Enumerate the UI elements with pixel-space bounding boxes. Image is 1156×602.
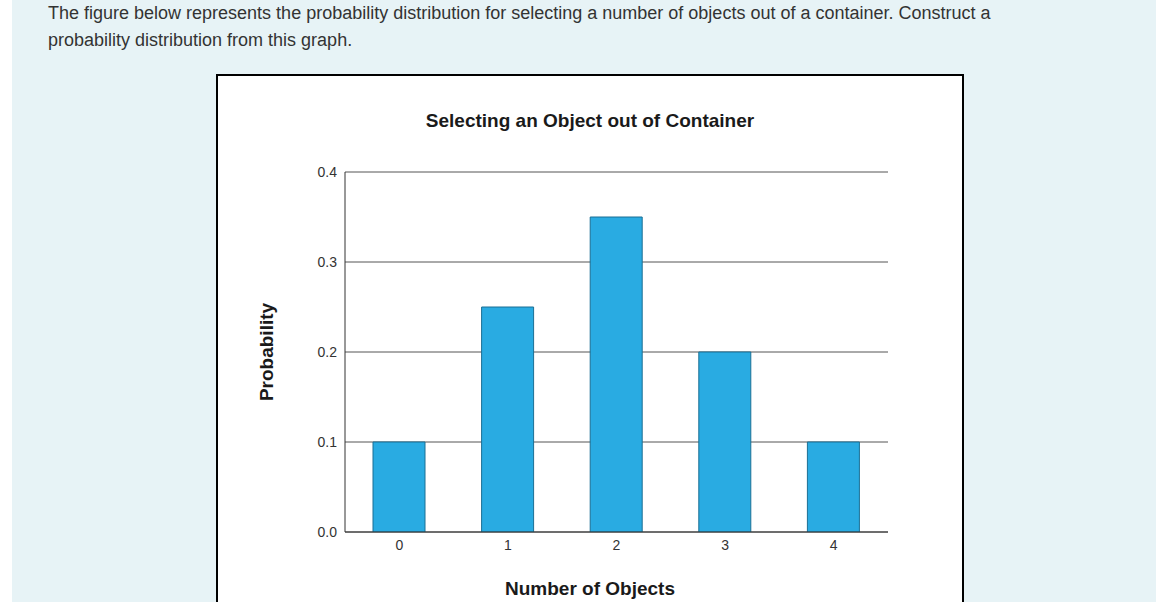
- svg-text:0: 0: [395, 537, 403, 553]
- html-text:The figure below represents th: The figure below represents the probabil…: [48, 3, 991, 50]
- html-text:Probability: Probability: [256, 302, 277, 402]
- svg-text:3: 3: [721, 537, 729, 553]
- svg-text:4: 4: [830, 537, 838, 553]
- svg-text:0.1: 0.1: [318, 434, 338, 450]
- svg-text:0.3: 0.3: [318, 254, 338, 270]
- svg-text:0.0: 0.0: [318, 524, 338, 540]
- svg-text:2: 2: [613, 537, 621, 553]
- svg-text:0.2: 0.2: [318, 344, 338, 360]
- html-text:Selecting an Object out of Con: Selecting an Object out of Container: [425, 110, 755, 131]
- html-text:Number of Objects: Number of Objects: [505, 578, 675, 599]
- svg-text:1: 1: [504, 537, 512, 553]
- svg-text:0.4: 0.4: [318, 164, 338, 180]
